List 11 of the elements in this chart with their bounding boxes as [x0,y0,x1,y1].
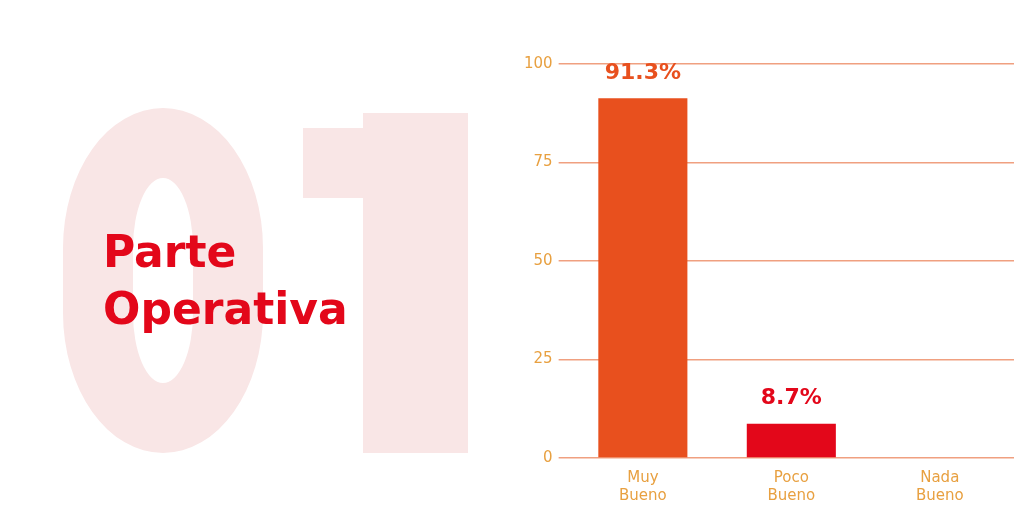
x-tick-label: Nada Bueno [915,467,964,504]
data-label: 8.7% [760,384,822,410]
x-tick-label: Poco Bueno [767,467,816,504]
y-tick-label: 0 [543,447,553,466]
x-tick-label: Muy Bueno [619,467,667,504]
y-tick-label: 25 [533,349,553,368]
y-tick-label: 100 [523,53,553,72]
y-tick-label: 75 [533,152,553,171]
y-tick-label: 50 [533,250,553,269]
data-label: 91.3% [604,59,682,84]
text: Parte Operativa [103,225,349,337]
